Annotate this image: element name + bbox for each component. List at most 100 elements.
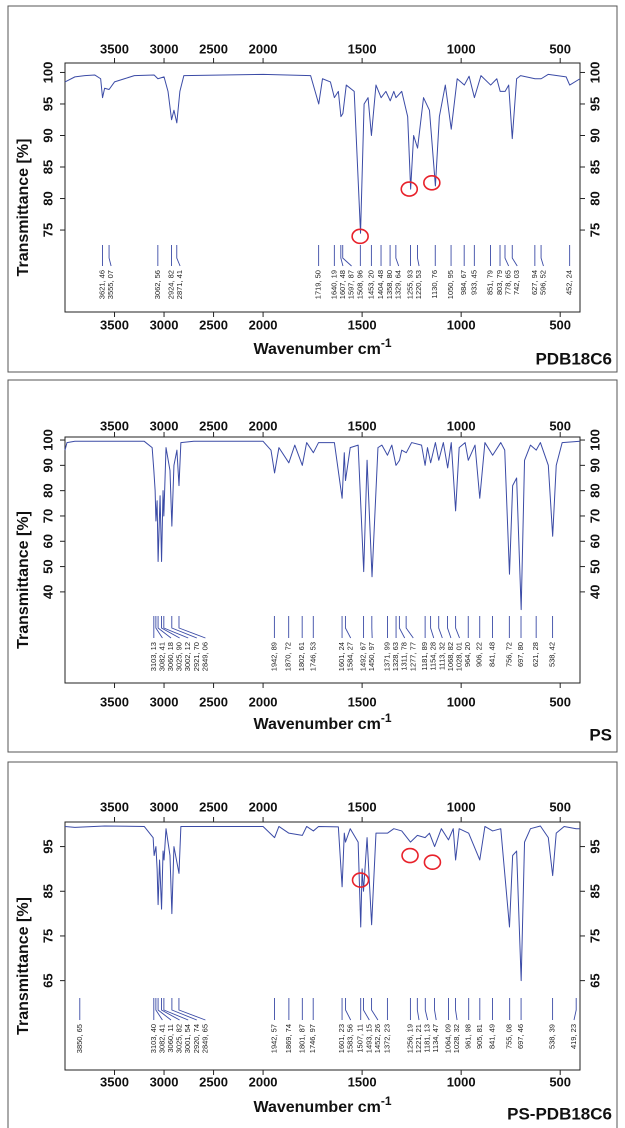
y-tick-label: 90 [587,128,602,142]
x-tick-label: 1500 [348,41,377,56]
peak-label: 3103, 13 [149,642,158,671]
peak-label: 1453, 20 [366,270,375,299]
y-tick-label: 100 [587,429,602,451]
peak-marker [161,998,180,1021]
plot-frame [64,62,581,313]
peak-label: 1050, 95 [446,270,455,299]
spectrum-line [64,825,580,982]
highlight-circle [423,854,442,871]
panel-title: PS [589,725,612,744]
peak-label: 621, 28 [531,642,540,667]
x-axis-title-superscript: -1 [381,1094,392,1108]
peak-marker [395,245,400,267]
peak-label: 1597, 87 [347,270,356,299]
peak-label: 1064, 09 [443,1024,452,1053]
peak-label: 3060, 11 [166,1024,175,1053]
peak-label: 1113, 32 [437,642,446,670]
peak-marker [108,245,112,267]
x-tick-label: 3500 [100,317,129,332]
y-tick-label: 90 [587,458,602,472]
peak-label: 961, 98 [464,1024,473,1049]
peak-label: 1450, 97 [367,642,376,671]
y-tick-label: 90 [40,458,55,472]
spectrum-panel: 3500 3500 3000 3000 2500 2500 2000 2000 1500 1500… [7,379,618,753]
x-tick-label: 3500 [100,799,129,814]
peak-label: 1601, 24 [337,642,346,671]
peak-label: 596, 52 [538,270,547,295]
peak-label: 3621, 46 [97,270,106,299]
peak-label: 1640, 19 [329,270,338,299]
peak-label: 1220, 53 [414,270,423,299]
y-tick-label: 75 [587,929,602,943]
y-tick-label: 90 [40,128,55,142]
x-tick-label: 2000 [249,694,278,709]
peak-label: 3062, 56 [153,270,162,299]
peak-label: 3025, 90 [175,642,184,671]
y-tick-label: 80 [40,483,55,497]
peak-marker [345,998,352,1021]
x-tick-label: 2500 [199,317,228,332]
peak-label: 841, 48 [488,642,497,667]
y-axis-title: Transmittance [%] [15,511,32,649]
peak-label: 1372, 23 [382,1024,391,1053]
peak-label: 2871, 41 [175,270,184,299]
peak-label: 905, 81 [475,1024,484,1049]
x-tick-label: 2000 [249,1074,278,1089]
peak-label: 3002, 12 [183,642,192,671]
peak-label: 2849, 06 [200,642,209,671]
peak-label: 1508, 96 [355,270,364,299]
y-tick-label: 85 [587,160,602,174]
peak-label: 3082, 41 [157,642,166,671]
peak-marker [504,245,510,267]
spectrum-panel: 3500 3500 3000 3000 2500 2500 2000 2000 1500 1500… [7,761,618,1128]
x-tick-label: 1000 [447,694,476,709]
y-tick-label: 100 [40,62,55,84]
x-tick-label: 3500 [100,694,129,709]
x-tick-label: 1000 [447,317,476,332]
peak-label: 1746, 53 [308,642,317,671]
y-tick-label: 70 [587,509,602,523]
peak-marker [455,998,458,1021]
panel-title: PS-PDB18C6 [507,1104,612,1123]
y-tick-label: 95 [587,839,602,853]
y-tick-label: 50 [587,559,602,573]
panel-border [7,5,618,373]
peak-label: 1028, 32 [452,1024,461,1053]
peak-label: 1311, 78 [400,642,409,671]
y-tick-label: 85 [40,884,55,898]
peak-label: 3103, 40 [149,1024,158,1053]
peak-label: 964, 20 [463,642,472,667]
x-axis-title-superscript: -1 [381,711,392,725]
peak-marker [430,616,435,639]
peak-marker [342,245,352,267]
peak-marker [176,245,181,267]
plot-frame [64,821,581,1071]
highlight-circle [351,228,369,245]
peak-label: 1134, 47 [431,1024,440,1053]
peak-marker [416,998,420,1021]
x-tick-label: 3500 [100,1074,129,1089]
peak-label: 1371, 99 [382,642,391,671]
x-axis-title: Wavenumber cm-1 [253,1094,391,1116]
x-tick-label: 500 [549,317,571,332]
x-axis-title-text: Wavenumber cm [253,716,380,733]
peak-marker [438,616,443,639]
peak-marker [344,616,352,639]
peak-marker [424,998,429,1021]
peak-label: 1493, 15 [364,1024,373,1053]
y-tick-label: 95 [587,97,602,111]
peak-label: 756, 72 [504,642,513,667]
x-tick-label: 1000 [447,418,476,433]
peak-label: 1181, 13 [423,1024,432,1053]
x-axis-title: Wavenumber cm-1 [253,711,391,733]
peak-label: 697, 46 [516,1024,525,1049]
peak-marker [155,998,163,1021]
peak-label: 1507, 11 [356,1024,365,1053]
peak-marker [398,616,406,639]
x-tick-label: 1000 [447,1074,476,1089]
x-tick-label: 3000 [150,694,179,709]
y-tick-label: 95 [40,97,55,111]
peak-marker [371,998,379,1021]
peak-label: 933, 45 [469,270,478,295]
peak-label: 1256, 19 [405,1024,414,1053]
